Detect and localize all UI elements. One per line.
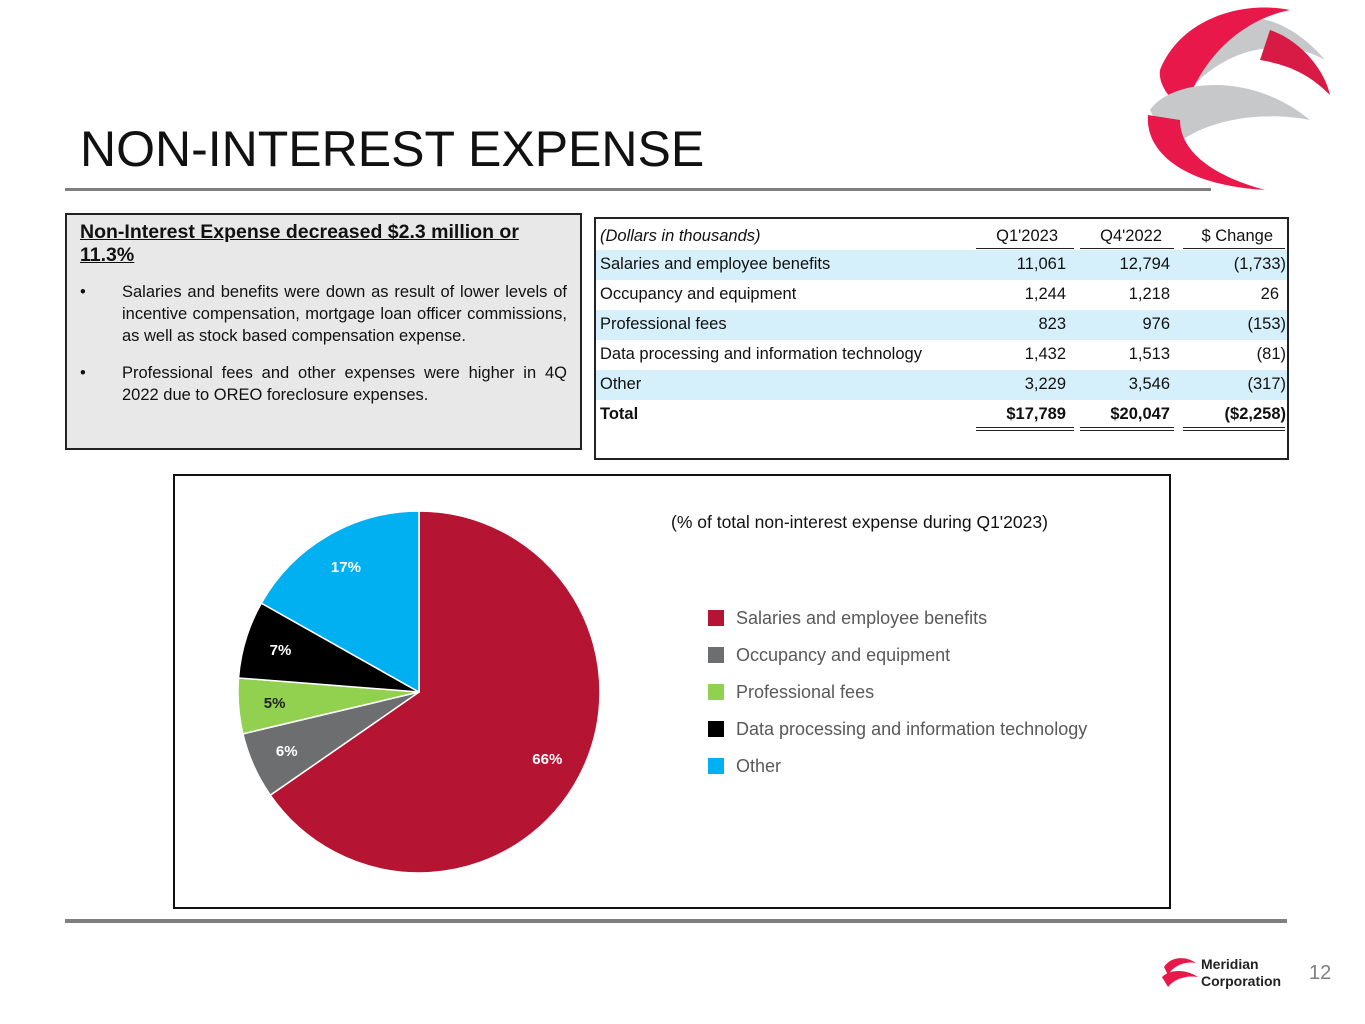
bullet: • Salaries and benefits were down as resu… <box>80 283 567 345</box>
column-header: $ Change <box>1201 227 1273 245</box>
total-rule <box>1080 430 1174 431</box>
table-cell: 11,061 <box>1016 255 1066 273</box>
pie-slice <box>260 510 420 694</box>
row: Salaries and employee benefits 11,061 12,7… <box>596 250 1287 280</box>
bullet-text: Salaries and benefits were down as resul… <box>122 283 567 345</box>
table-cell: Other <box>600 375 642 393</box>
row: Professional fees 823 976 (153) <box>596 310 1287 340</box>
slice-label: 17% <box>331 559 361 576</box>
column-header: Q4'2022 <box>1100 227 1162 245</box>
row: Occupancy and equipment 1,244 1,218 26 <box>596 280 1287 310</box>
divider <box>65 188 1211 191</box>
bullet: • Professional fees and other expenses we… <box>80 364 567 404</box>
row: Total $17,789 $20,047 ($2,258) <box>596 400 1287 430</box>
company-name: Meridian <box>1201 956 1259 972</box>
column-header: (Dollars in thousands) <box>600 227 761 245</box>
table-cell: Occupancy and equipment <box>600 285 797 303</box>
table-cell: Professional fees <box>600 315 727 333</box>
table-cell: (317) <box>1247 375 1286 393</box>
table-cell: Data processing and information technolo… <box>600 345 922 363</box>
summary-box: Non-Interest Expense decreased $2.3 mill… <box>65 213 582 450</box>
legend-label: Occupancy and equipment <box>736 645 950 665</box>
column-header: Q1'2023 <box>996 227 1058 245</box>
chart-subtitle: (% of total non-interest expense during … <box>671 512 1048 532</box>
legend-swatch <box>708 758 724 774</box>
slice-label: 6% <box>276 743 298 760</box>
slide-title: NON-INTEREST EXPENSE <box>80 121 705 177</box>
legend-label: Other <box>736 756 781 776</box>
table-cell: 3,229 <box>1024 375 1066 393</box>
header-rule <box>976 248 1074 249</box>
table-cell: 3,546 <box>1128 375 1170 393</box>
legend-swatch <box>708 647 724 663</box>
table-cell: 1,218 <box>1128 285 1170 303</box>
summary-heading: Non-Interest Expense decreased $2.3 mill… <box>80 221 519 266</box>
footer-logo <box>1162 958 1198 987</box>
total-rule <box>976 427 1074 428</box>
slice-label: 66% <box>532 751 562 768</box>
total-rule <box>1080 427 1174 428</box>
row: Data processing and information technolo… <box>596 340 1287 370</box>
legend-swatch <box>708 721 724 737</box>
legend-label: Data processing and information technolo… <box>736 719 1087 739</box>
total-rule <box>1183 430 1285 431</box>
legend-swatch <box>708 610 724 626</box>
table-cell: 12,794 <box>1119 255 1170 273</box>
header-rule <box>1183 248 1285 249</box>
chart: (% of total non-interest expense during … <box>237 510 1087 874</box>
header-rule <box>1080 248 1174 249</box>
logo <box>1147 7 1330 190</box>
divider <box>65 919 1287 923</box>
total-rule <box>1183 427 1285 428</box>
slice-label: 5% <box>264 695 286 712</box>
table-cell: Salaries and employee benefits <box>600 255 831 273</box>
table-cell: 1,244 <box>1024 285 1066 303</box>
chart-box: (% of total non-interest expense during … <box>173 474 1171 909</box>
expense-table: (Dollars in thousands) Q1'2023 Q4'2022 $ Ch… <box>594 217 1289 460</box>
table-cell: 1,432 <box>1024 345 1066 363</box>
table-cell: (1,733) <box>1233 255 1286 273</box>
legend-swatch <box>708 684 724 700</box>
table-cell: 823 <box>1038 315 1066 333</box>
table-cell: 1,513 <box>1128 345 1170 363</box>
page-number: 12 <box>1309 962 1332 984</box>
pie-slice <box>269 510 601 874</box>
table-cell: 26 <box>1260 285 1279 303</box>
legend-label: Salaries and employee benefits <box>736 608 987 628</box>
slice-label: 7% <box>270 642 292 659</box>
row: Other 3,229 3,546 (317) <box>596 370 1287 400</box>
table-cell: (81) <box>1256 345 1286 363</box>
total-cell: $17,789 <box>1006 405 1066 423</box>
bullet-text: Professional fees and other expenses wer… <box>122 364 567 404</box>
total-cell: Total <box>600 405 639 423</box>
company-name: Corporation <box>1201 973 1282 989</box>
table-cell: 976 <box>1142 315 1170 333</box>
total-cell: ($2,258) <box>1224 405 1286 423</box>
legend-label: Professional fees <box>736 682 874 702</box>
table-cell: (153) <box>1247 315 1286 333</box>
total-rule <box>976 430 1074 431</box>
total-cell: $20,047 <box>1110 405 1170 423</box>
